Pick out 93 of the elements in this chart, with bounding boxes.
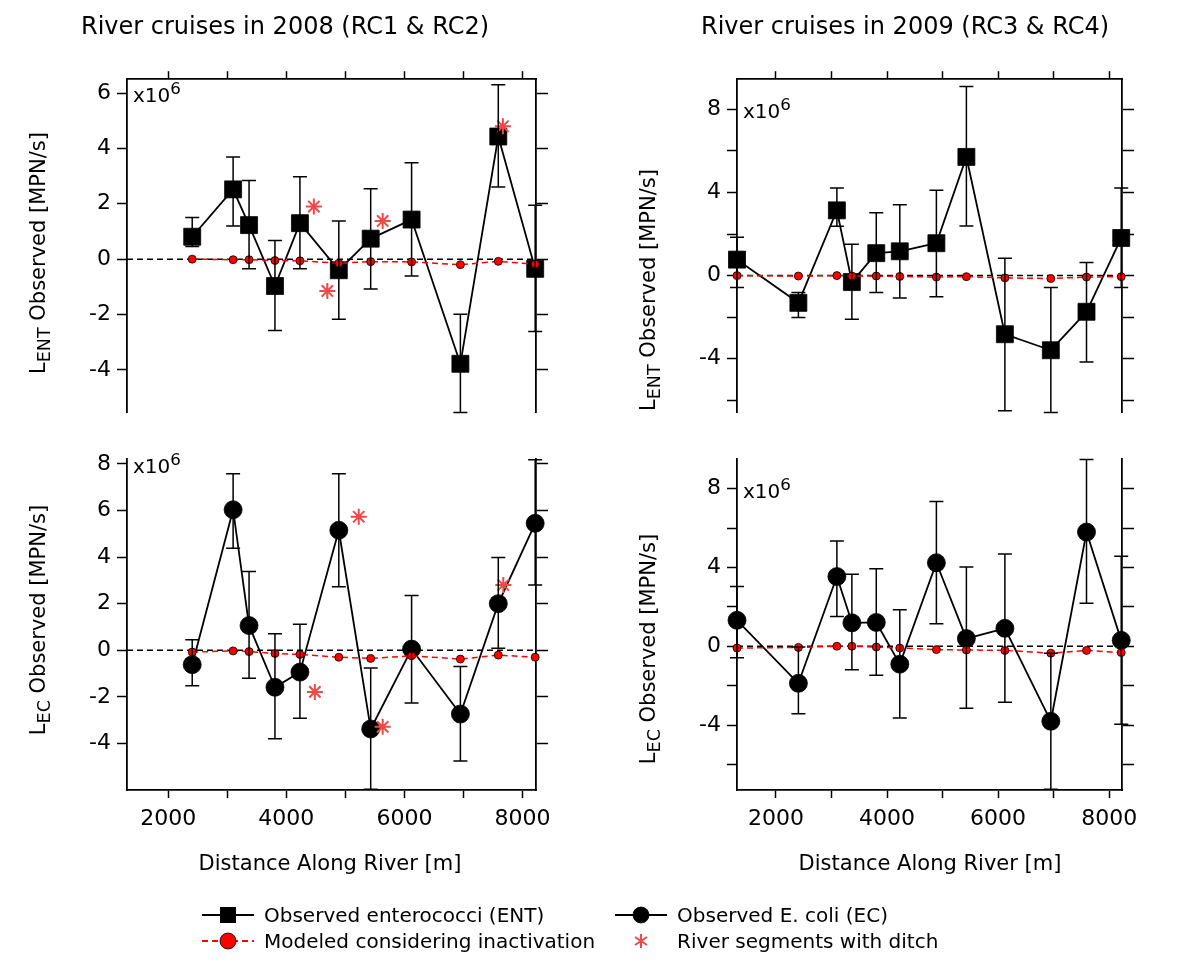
point (832, 271, 842, 281)
chart-title: River cruises in 2008 (RC1 & RC2) (80, 12, 490, 40)
point (1082, 646, 1091, 655)
point (228, 646, 238, 656)
annotation: x10$^{6}$ (133, 450, 181, 478)
x-axis-title: Distance Along River [m] (798, 851, 1062, 875)
y-tick-label: 0 (707, 631, 721, 657)
point (788, 673, 808, 693)
point (361, 719, 381, 739)
y-tick-label: 0 (707, 261, 721, 287)
point (224, 180, 242, 199)
x-tick-label: 2000 (747, 804, 804, 830)
point (931, 645, 941, 655)
point (489, 127, 508, 146)
x-tick-label: 6000 (376, 804, 433, 830)
chart-title: River cruises in 2009 (RC3 & RC4) (700, 12, 1110, 40)
point (361, 229, 380, 248)
point (530, 652, 540, 662)
y-tick-label: -4 (89, 355, 111, 381)
y-tick-label: -2 (89, 300, 111, 326)
point (366, 653, 376, 663)
y-tick-label: -2 (89, 682, 111, 708)
point (402, 210, 421, 229)
point (349, 507, 368, 526)
point (957, 148, 976, 166)
point (373, 717, 392, 736)
point (956, 629, 976, 648)
y-tick-label: 2 (97, 189, 111, 215)
point (291, 214, 309, 233)
y-tick-label: 4 (97, 542, 111, 568)
y-tick-label: -4 (699, 344, 721, 370)
x-tick-label: 4000 (859, 804, 915, 830)
point (1041, 341, 1060, 360)
y-tick-label: 6 (97, 78, 111, 104)
point (1046, 274, 1056, 283)
point (318, 281, 337, 300)
annotation: x10$^{6}$ (743, 95, 791, 124)
point (240, 216, 258, 234)
point (1077, 522, 1096, 542)
point (890, 242, 909, 261)
point (183, 227, 202, 246)
y-tick-label: 0 (97, 635, 111, 661)
point (373, 211, 392, 230)
point (493, 256, 503, 266)
point (451, 704, 470, 724)
point (832, 641, 842, 651)
point (961, 272, 971, 282)
legend-label: Modeled considering inactivation (264, 929, 596, 953)
point (828, 201, 846, 220)
point (789, 293, 808, 312)
y-tick-label: 4 (707, 553, 721, 579)
point (488, 594, 508, 614)
point (996, 325, 1014, 344)
y-tick-label: 4 (97, 134, 111, 160)
point (793, 271, 803, 281)
y-tick-label: 0 (97, 244, 111, 270)
y-tick-label: 2 (97, 589, 111, 615)
point (1112, 229, 1131, 247)
point (456, 654, 465, 664)
x-tick-label: 2000 (140, 804, 197, 830)
annotation: x10$^{6}$ (743, 474, 791, 503)
y-tick-label: -4 (89, 729, 111, 755)
x-tick-label: 8000 (1081, 804, 1138, 830)
point (866, 613, 886, 632)
x-axis-title: Distance Along River [m] (198, 851, 462, 875)
point (187, 254, 197, 264)
legend-label: Observed enterococci (ENT) (264, 903, 545, 927)
point (493, 650, 503, 660)
y-tick-label: 8 (97, 449, 111, 475)
y-tick-label: 8 (707, 95, 721, 121)
x-tick-label: 4000 (258, 804, 315, 830)
y-tick-label: 4 (707, 178, 721, 204)
point (493, 117, 512, 136)
y-tick-label: -4 (699, 710, 721, 736)
point (494, 576, 513, 594)
point (927, 234, 946, 253)
point (266, 277, 284, 295)
point (1077, 302, 1096, 321)
legend-label: Observed E. coli (EC) (677, 903, 888, 927)
point (305, 682, 324, 701)
point (228, 255, 238, 265)
legend-label: River segments with ditch (677, 929, 939, 953)
annotation: x10$^{6}$ (133, 79, 181, 107)
point (867, 244, 886, 263)
y-tick-label: 6 (97, 496, 111, 522)
point (926, 553, 946, 573)
y-tick-label: 8 (707, 474, 721, 500)
x-tick-label: 6000 (970, 804, 1027, 830)
point (451, 354, 470, 373)
point (334, 652, 344, 662)
x-tick-label: 8000 (494, 804, 551, 830)
point (456, 260, 465, 270)
point (304, 197, 323, 216)
